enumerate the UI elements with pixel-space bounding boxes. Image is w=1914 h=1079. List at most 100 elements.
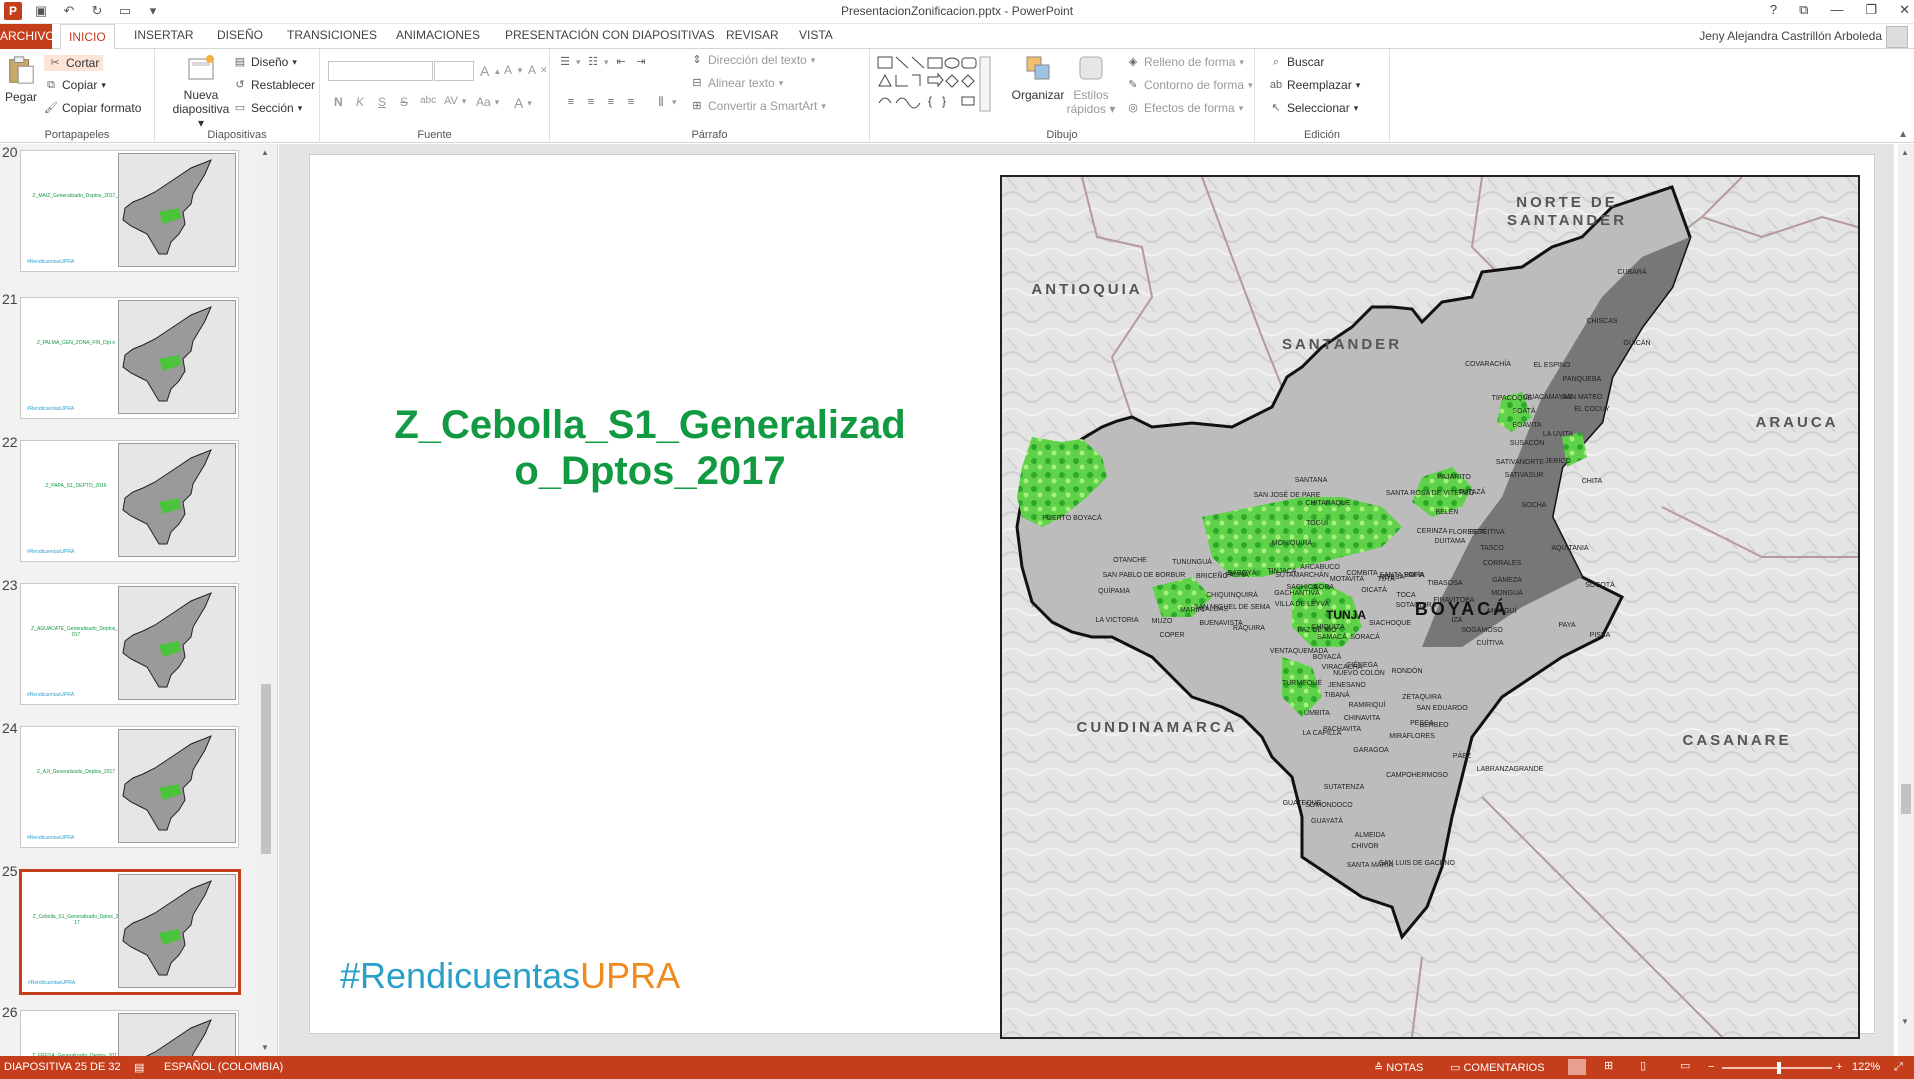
align-center-button[interactable]: ≡ — [584, 95, 598, 109]
zoom-slider[interactable] — [1722, 1062, 1832, 1074]
powerpoint-logo-icon[interactable]: P — [4, 2, 22, 20]
clear-format-button[interactable]: A ✕ — [528, 63, 548, 77]
scroll-down-icon[interactable]: ▼ — [261, 1043, 269, 1052]
layout-button[interactable]: ▤ Diseño ▾ — [233, 55, 297, 69]
language-indicator[interactable]: ESPAÑOL (COLOMBIA) — [164, 1061, 284, 1073]
paste-button[interactable]: Pegar — [4, 55, 38, 104]
zoom-in-icon[interactable]: + — [1836, 1061, 1843, 1073]
char-spacing-button[interactable]: AV ▾ — [444, 95, 466, 107]
restore-icon[interactable]: ❐ — [1865, 2, 1878, 17]
minimize-icon[interactable]: — — [1830, 2, 1844, 17]
customize-qat-icon[interactable]: ▾ — [149, 3, 157, 18]
decrease-indent-button[interactable]: ⇤ — [614, 55, 628, 69]
scroll-up-icon[interactable]: ▲ — [261, 148, 269, 157]
slide-thumbnail[interactable]: Z_AGUACATE_Generalizado_Deptos_2017 #Rend… — [20, 583, 239, 705]
tab-transiciones[interactable]: TRANSICIONES — [287, 28, 378, 42]
zoom-out-icon[interactable]: − — [1708, 1061, 1715, 1073]
copy-dropdown-icon[interactable]: ▾ — [101, 79, 106, 90]
arrange-button[interactable]: Organizar — [1010, 53, 1066, 102]
slide-sorter-icon[interactable]: ⊞ — [1604, 1060, 1614, 1072]
redo-icon[interactable]: ↻ — [91, 3, 103, 18]
ribbon-display-options-icon[interactable]: ⧉ — [1799, 2, 1809, 17]
canvas-scroll-thumb[interactable] — [1901, 784, 1911, 814]
shape-effects-button[interactable]: ◎ Efectos de forma ▾ — [1126, 101, 1243, 115]
font-size-combo[interactable] — [434, 61, 474, 81]
reset-button[interactable]: ↺ Restablecer — [233, 78, 315, 92]
justify-button[interactable]: ≡ — [624, 95, 638, 109]
undo-icon[interactable]: ↶ — [63, 3, 75, 18]
help-icon[interactable]: ? — [1769, 2, 1778, 17]
columns-button[interactable]: ⫼ ▾ — [654, 95, 676, 109]
slide-thumbnail[interactable]: Z_PALMA_GEN_ZONA_FIN_Dpt o #RendicuentasU… — [20, 297, 239, 419]
tab-animaciones[interactable]: ANIMACIONES — [396, 28, 481, 42]
numbering-button[interactable]: ☷ ▾ — [586, 55, 608, 69]
shape-fill-button[interactable]: ◈ Relleno de forma ▾ — [1126, 55, 1244, 69]
align-left-button[interactable]: ≡ — [564, 95, 578, 109]
slide-thumbnail[interactable]: Z_PAPA_S1_DEPTO_2016 #RendicuentasUPRA — [20, 440, 239, 562]
shapes-gallery[interactable]: { } — [876, 55, 1006, 115]
smartart-button[interactable]: ⊞ Convertir a SmartArt ▾ — [690, 99, 826, 113]
hashtag-main: #Rendicuentas — [340, 955, 581, 996]
save-icon[interactable]: ▣ — [34, 3, 48, 18]
underline-button[interactable]: S — [378, 95, 386, 109]
spellcheck-icon[interactable]: ▤ — [134, 1062, 145, 1074]
bold-button[interactable]: N — [334, 95, 343, 109]
collapse-ribbon-icon[interactable]: ▲ — [1898, 129, 1908, 140]
tab-revisar[interactable]: REVISAR — [726, 28, 779, 42]
strikethrough-button[interactable]: S — [400, 95, 408, 109]
slide-thumbnail[interactable]: Z_MAIZ_Generalizado_Deptos_2017_I #Rendic… — [20, 150, 239, 272]
canvas-scroll-down-icon[interactable]: ▼ — [1901, 1017, 1909, 1026]
fit-to-window-icon[interactable]: ⤢ — [1894, 1061, 1903, 1073]
start-slideshow-icon[interactable]: ▭ — [118, 3, 132, 18]
increase-indent-button[interactable]: ⇥ — [634, 55, 648, 69]
zoom-slider-thumb[interactable] — [1777, 1062, 1781, 1074]
select-button[interactable]: ↖ Seleccionar ▾ — [1269, 101, 1358, 115]
grow-font-button[interactable]: A ▲ — [480, 63, 501, 79]
slide-thumbnail[interactable]: Z_Cebolla_S1_Generalizado_Dptos_2017 #Ren… — [19, 869, 241, 995]
copy-button[interactable]: ⧉ Copiar ▾ — [44, 78, 106, 92]
tab-diseno[interactable]: DISEÑO — [217, 28, 264, 42]
align-right-button[interactable]: ≡ — [604, 95, 618, 109]
user-name[interactable]: Jeny Alejandra Castrillón Arboleda — [1699, 29, 1882, 43]
tab-insertar[interactable]: INSERTAR — [134, 28, 194, 42]
tab-inicio[interactable]: INICIO — [60, 24, 115, 50]
zoom-level[interactable]: 122% — [1852, 1061, 1881, 1073]
text-direction-button[interactable]: ⇕ Dirección del texto ▾ — [690, 53, 815, 67]
italic-button[interactable]: K — [356, 95, 364, 109]
new-slide-button[interactable]: Nueva diapositiva ▾ — [171, 53, 231, 130]
tab-vista[interactable]: VISTA — [799, 28, 833, 42]
slide-thumbnail[interactable]: Z_FRESA_Generalizado_Deptos_2017 — [20, 1010, 239, 1056]
thumbnail-scroll-thumb[interactable] — [261, 684, 271, 854]
notes-button[interactable]: ≙ NOTAS — [1374, 1062, 1424, 1074]
replace-button[interactable]: ab Reemplazar ▾ — [1269, 78, 1360, 92]
avatar[interactable] — [1886, 26, 1908, 48]
cut-button[interactable]: ✂ Cortar — [44, 55, 104, 71]
comments-button[interactable]: ▭ COMENTARIOS — [1450, 1062, 1545, 1074]
shrink-font-button[interactable]: A ▼ — [504, 63, 524, 77]
thumbnail-scrollbar[interactable]: ▲ ▼ — [258, 144, 274, 1056]
slideshow-icon[interactable]: ▭ — [1680, 1060, 1691, 1072]
quick-styles-button[interactable]: Estilos rápidos ▾ — [1066, 53, 1116, 116]
boyaca-map[interactable]: NORTE DE SANTANDER ANTIOQUIA SANTANDER ARAUC… — [1000, 175, 1860, 1039]
font-color-button[interactable]: A ▾ — [514, 95, 532, 111]
normal-view-icon[interactable] — [1568, 1059, 1586, 1075]
slide-thumbnail[interactable]: Z_AJI_Generalizado_Deptos_2017 #Rendicuen… — [20, 726, 239, 848]
reading-view-icon[interactable]: ▯ — [1640, 1060, 1647, 1072]
canvas-scroll-up-icon[interactable]: ▲ — [1901, 148, 1909, 157]
shape-outline-button[interactable]: ✎ Contorno de forma ▾ — [1126, 78, 1252, 92]
change-case-button[interactable]: Aa ▾ — [476, 95, 499, 109]
slide-title[interactable]: Z_Cebolla_S1_Generalizado_Dptos_2017 — [394, 403, 906, 493]
shadow-button[interactable]: abc — [420, 95, 436, 106]
close-icon[interactable]: ✕ — [1899, 2, 1910, 17]
slide[interactable]: Z_Cebolla_S1_Generalizado_Dptos_2017 #Re… — [309, 154, 1875, 1039]
format-painter-button[interactable]: 🖌 Copiar formato — [44, 101, 141, 115]
align-text-button[interactable]: ⊟ Alinear texto ▾ — [690, 76, 783, 90]
tab-archivo[interactable]: ARCHIVO — [0, 24, 55, 49]
tab-presentacion[interactable]: PRESENTACIÓN CON DIAPOSITIVAS — [505, 28, 715, 42]
section-button[interactable]: ▭ Sección ▾ — [233, 101, 302, 115]
canvas-scrollbar[interactable]: ▲ ▼ — [1898, 144, 1914, 1056]
hashtag-text[interactable]: #RendicuentasUPRA — [340, 955, 680, 997]
font-family-combo[interactable] — [328, 61, 433, 81]
find-button[interactable]: ⌕ Buscar — [1269, 55, 1324, 69]
bullets-button[interactable]: ☰ ▾ — [558, 55, 580, 69]
